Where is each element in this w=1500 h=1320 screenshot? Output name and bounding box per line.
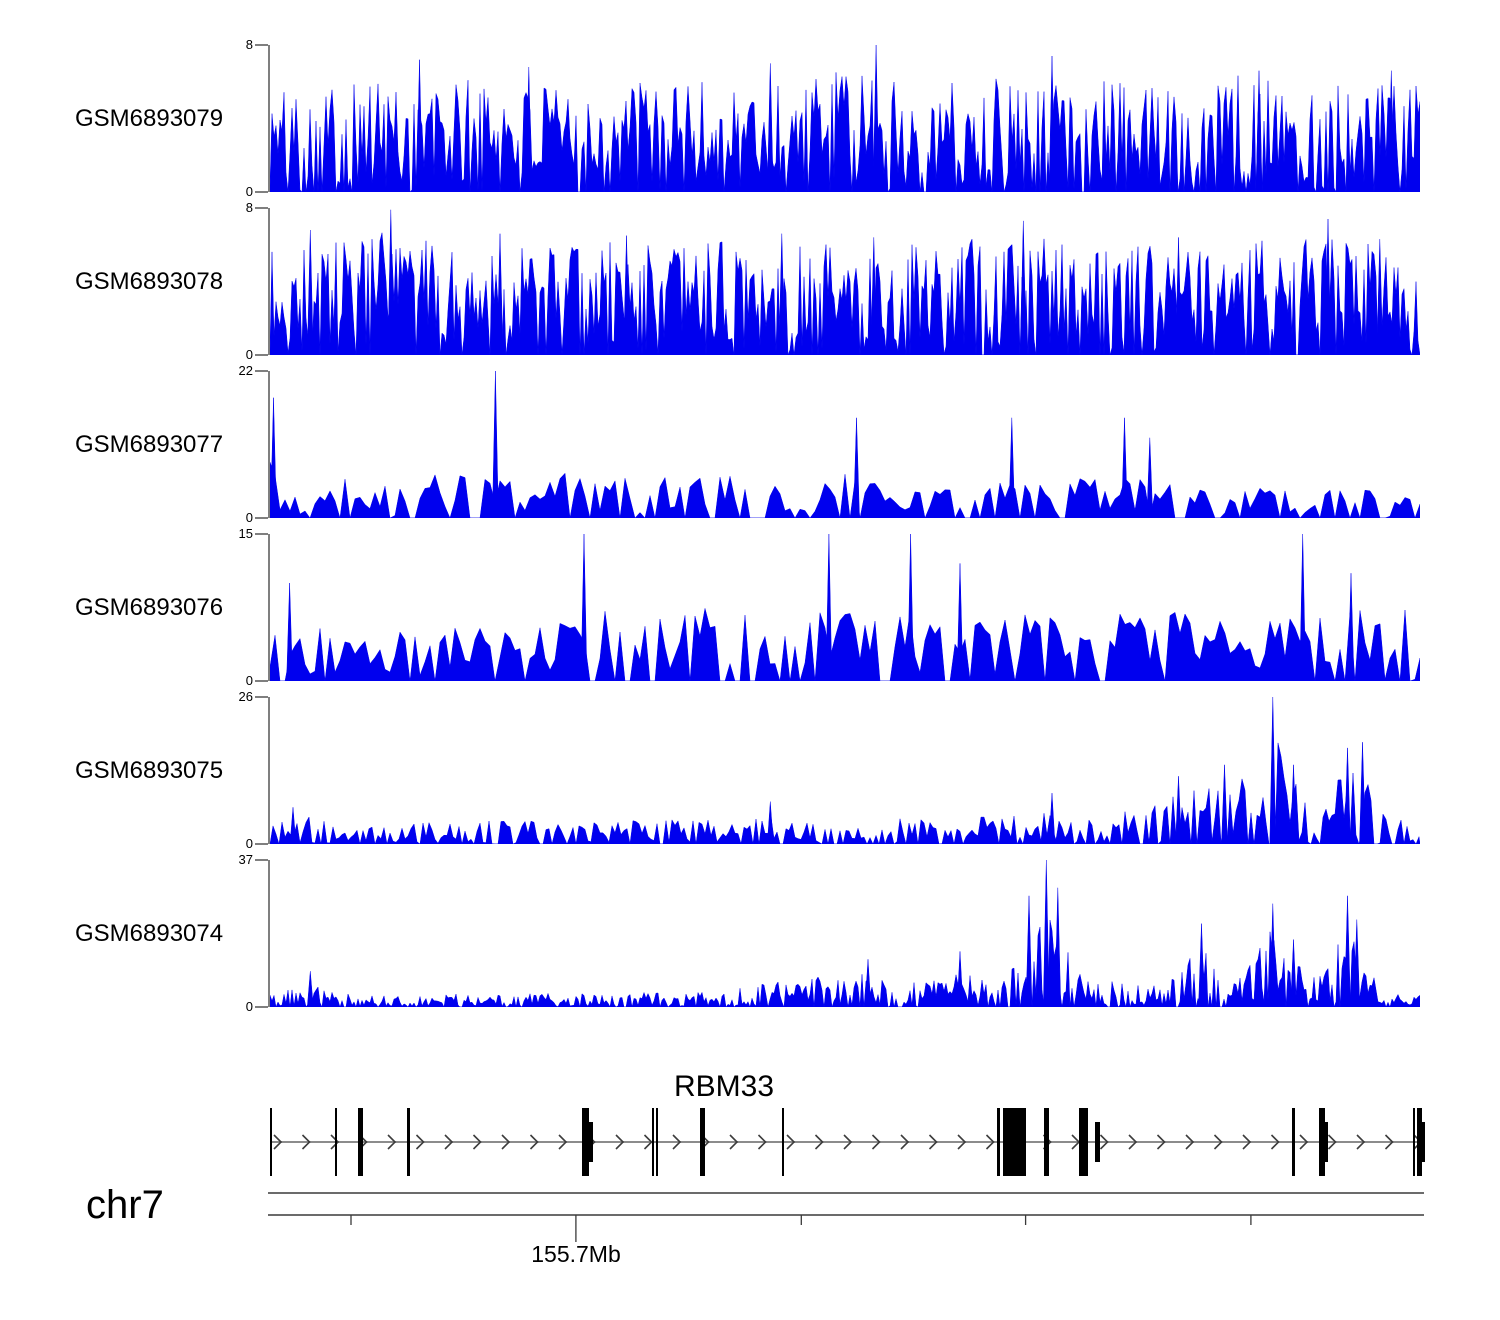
coverage-plot <box>270 209 1420 355</box>
y-max-label: 26 <box>238 689 253 704</box>
y-axis-bottom-tick <box>255 843 268 845</box>
y-axis-top-tick <box>255 370 268 372</box>
coverage-plot <box>270 45 1420 192</box>
y-axis-top-tick <box>255 696 268 698</box>
y-axis-bottom-tick <box>255 680 268 682</box>
track-label: GSM6893075 <box>75 757 224 784</box>
y-min-label: 0 <box>245 184 253 199</box>
gene-model-track <box>270 1108 1425 1176</box>
y-axis-top-tick <box>255 207 268 209</box>
y-axis-bottom-tick <box>255 191 268 193</box>
y-axis-bottom-tick <box>255 517 268 519</box>
track-label: GSM6893076 <box>75 594 224 621</box>
chromosome-label: chr7 <box>86 1183 164 1227</box>
y-min-label: 0 <box>245 347 253 362</box>
y-max-label: 8 <box>245 200 253 215</box>
y-axis-line <box>268 371 270 518</box>
y-max-label: 22 <box>238 363 253 378</box>
chromosome-ruler <box>268 1192 1424 1242</box>
track-label: GSM6893077 <box>75 431 224 458</box>
y-axis-bottom-tick <box>255 354 268 356</box>
y-axis-bottom-tick <box>255 1006 268 1008</box>
y-min-label: 0 <box>245 673 253 688</box>
gene-name-label: RBM33 <box>673 1070 775 1103</box>
y-max-label: 37 <box>238 852 253 867</box>
track-label: GSM6893079 <box>75 105 224 132</box>
y-axis-line <box>268 860 270 1007</box>
coverage-plot <box>270 534 1420 681</box>
y-axis-line <box>268 45 270 192</box>
y-axis-line <box>268 208 270 355</box>
track-label: GSM6893074 <box>75 920 224 947</box>
coverage-plot <box>270 371 1420 518</box>
y-axis-top-tick <box>255 44 268 46</box>
y-min-label: 0 <box>245 999 253 1014</box>
y-max-label: 8 <box>245 37 253 52</box>
y-axis-line <box>268 697 270 844</box>
track-label: GSM6893078 <box>75 268 224 295</box>
y-min-label: 0 <box>245 836 253 851</box>
y-max-label: 15 <box>238 526 253 541</box>
ruler-position-label: 155.7Mb <box>531 1241 621 1267</box>
y-min-label: 0 <box>245 510 253 525</box>
y-axis-line <box>268 534 270 681</box>
y-axis-top-tick <box>255 533 268 535</box>
y-axis-top-tick <box>255 859 268 861</box>
coverage-plot <box>270 697 1420 844</box>
coverage-plot <box>270 860 1420 1007</box>
